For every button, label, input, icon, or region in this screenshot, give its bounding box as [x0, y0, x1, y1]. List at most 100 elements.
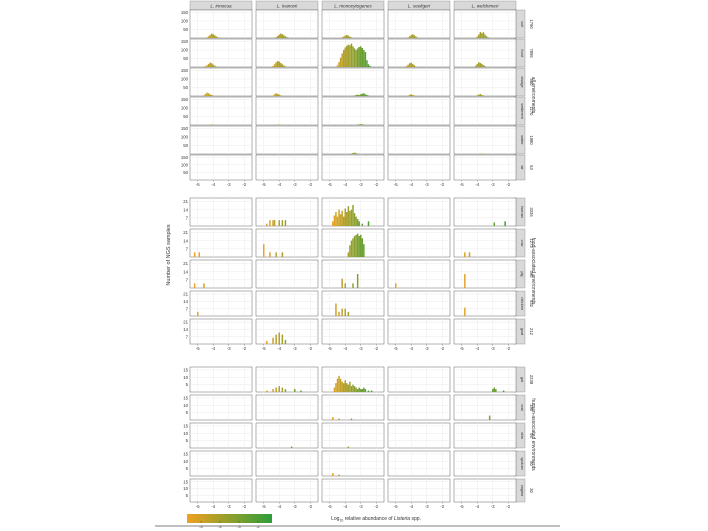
panel [255, 154, 319, 181]
histogram-bar [347, 252, 350, 257]
x-axis-label-middle: relative abundance of [343, 516, 394, 522]
histogram-bar [347, 35, 350, 38]
legend-color-bar [187, 514, 272, 523]
legend-tick-label: -5 [199, 525, 202, 529]
panel-frame [255, 9, 319, 39]
color-legend: -5 -4 -3 -2 [187, 514, 272, 529]
panel [453, 96, 517, 126]
panel-frame [453, 450, 517, 477]
y-tick-label: 100 [181, 106, 189, 111]
panel [189, 290, 253, 317]
histogram-bar [350, 209, 353, 226]
panel [387, 318, 451, 345]
histogram-bar [412, 94, 414, 96]
histogram-bar [272, 220, 274, 226]
histogram-bar [356, 94, 359, 96]
histogram-bar [207, 36, 210, 38]
histogram-bar [356, 274, 359, 288]
histogram-bar [405, 65, 408, 67]
panel-frame [189, 38, 253, 68]
environment-label: sludge [520, 76, 524, 87]
panel [453, 290, 517, 317]
histogram-bar [360, 389, 362, 392]
histogram-bar [273, 220, 276, 226]
y-tick-label: 150 [181, 39, 189, 44]
histogram-bar [474, 65, 477, 67]
panel-frame [255, 259, 319, 289]
x-tick-label: -5 [196, 182, 200, 187]
histogram-bar [198, 252, 201, 257]
sample-count-label: 532 [529, 300, 534, 308]
histogram-bar [415, 36, 417, 38]
histogram-bar [275, 252, 277, 257]
panel [255, 38, 319, 68]
panel [453, 67, 517, 97]
panel-frame [387, 422, 451, 449]
histogram-bar [209, 62, 211, 67]
histogram-bar [360, 94, 362, 96]
histogram-bar [335, 212, 337, 226]
histogram-bar [346, 34, 348, 38]
histogram-bar [212, 95, 214, 96]
x-tick-label: -2 [308, 504, 312, 509]
histogram-bar [339, 378, 342, 392]
sample-count-label: 196 [529, 404, 534, 412]
histogram-bar [272, 337, 274, 344]
histogram-bar [193, 252, 196, 257]
panel-frame [387, 228, 451, 258]
histogram-bar [410, 94, 412, 96]
x-tick-label: -4 [343, 504, 347, 509]
histogram-bar [482, 32, 485, 38]
histogram-bar [215, 36, 218, 38]
histogram-bar [346, 45, 348, 67]
panel-frame [453, 318, 517, 345]
histogram-bar [266, 223, 268, 226]
y-tick-label: 5 [186, 410, 189, 415]
panel-frame [189, 96, 253, 126]
histogram-bar [347, 44, 350, 67]
histogram-bar [206, 65, 208, 67]
y-tick-label: 7 [186, 334, 189, 339]
histogram-bar [280, 33, 282, 38]
group-label: food-associated environments [530, 238, 536, 305]
x-axis-label-genus: Listeria [394, 516, 410, 522]
y-tick-label: 7 [186, 215, 189, 220]
histogram-bar [281, 64, 284, 67]
histogram-bar [353, 95, 356, 96]
histogram-bar [358, 124, 360, 125]
panel [189, 366, 253, 393]
panel [321, 450, 385, 477]
histogram-bar [341, 210, 343, 226]
histogram-bar [341, 308, 343, 316]
x-tick-label: -5 [394, 504, 398, 509]
panel-frame [321, 450, 385, 477]
histogram-bar [276, 35, 279, 38]
panel-frame [189, 125, 253, 155]
histogram-bar [338, 418, 340, 420]
x-tick-label: -2 [440, 504, 444, 509]
histogram-bar [266, 390, 268, 392]
y-tick-label: 100 [181, 135, 189, 140]
histogram-bar [361, 124, 364, 125]
x-tick-label: -2 [374, 182, 378, 187]
x-tick-label: -5 [460, 504, 464, 509]
x-tick-label: -3 [491, 182, 495, 187]
histogram-bar [464, 252, 466, 257]
histogram-bar [344, 47, 346, 67]
panel [387, 154, 451, 181]
histogram-bar [346, 383, 348, 392]
x-tick-label: -4 [343, 182, 347, 187]
panel [255, 450, 319, 477]
histogram-bar [482, 64, 485, 67]
histogram-bar [492, 389, 494, 392]
histogram-bar [290, 446, 293, 448]
histogram-bar [342, 50, 345, 67]
histogram-bar [356, 233, 359, 257]
y-tick-label: 150 [181, 97, 189, 102]
x-tick-label: -5 [196, 346, 200, 351]
histogram-bar [482, 95, 485, 96]
histogram-bar [487, 37, 489, 38]
x-tick-label: -5 [328, 504, 332, 509]
histogram-bar [275, 37, 277, 38]
panel-frame [255, 366, 319, 393]
